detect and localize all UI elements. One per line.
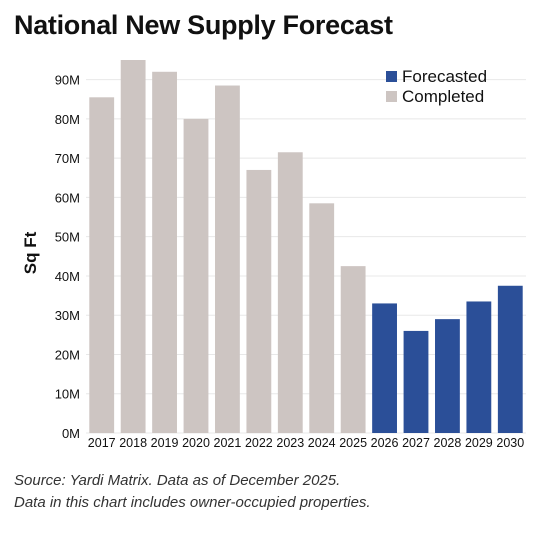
y-tick-label: 80M bbox=[55, 112, 80, 127]
x-tick-label: 2019 bbox=[151, 436, 179, 450]
x-tick-label: 2026 bbox=[371, 436, 399, 450]
legend-swatch-forecasted bbox=[386, 71, 397, 82]
x-tick-label: 2023 bbox=[276, 436, 304, 450]
x-tick-label: 2017 bbox=[88, 436, 116, 450]
bar-2023 bbox=[277, 152, 303, 433]
bar-2019 bbox=[152, 71, 177, 434]
bar-2017 bbox=[89, 97, 115, 434]
y-tick-label: 50M bbox=[55, 230, 80, 245]
bar-2022 bbox=[246, 169, 272, 434]
y-tick-label: 40M bbox=[55, 269, 80, 284]
x-tick-label: 2024 bbox=[308, 436, 336, 450]
y-tick-label: 60M bbox=[55, 190, 80, 205]
y-axis-ticks: 0M 10M 20M 30M 40M 50M 60M 70M 80M 90M bbox=[55, 73, 80, 441]
y-tick-label: 90M bbox=[55, 73, 80, 88]
bar-2018 bbox=[120, 60, 146, 433]
bar-2028 bbox=[435, 319, 460, 433]
x-axis-ticks: 2017 2018 2019 2020 2021 2022 2023 2024 2025 2026… bbox=[88, 436, 524, 450]
legend-label-completed: Completed bbox=[402, 87, 484, 106]
legend-label-forecasted: Forecasted bbox=[402, 67, 487, 86]
bar-2021 bbox=[215, 85, 240, 433]
x-tick-label: 2018 bbox=[119, 436, 147, 450]
x-tick-label: 2029 bbox=[465, 436, 493, 450]
x-tick-label: 2027 bbox=[402, 436, 430, 450]
bar-2029 bbox=[466, 301, 492, 433]
bar-2024 bbox=[309, 203, 335, 433]
bars bbox=[89, 60, 523, 434]
gridlines bbox=[86, 79, 526, 434]
x-tick-label: 2021 bbox=[214, 436, 242, 450]
y-tick-label: 30M bbox=[55, 308, 80, 323]
data-note: Data in this chart includes owner-occupi… bbox=[14, 494, 371, 511]
legend-swatch-completed bbox=[386, 91, 397, 102]
y-tick-label: 20M bbox=[55, 347, 80, 362]
y-tick-label: 70M bbox=[55, 151, 80, 166]
source-note: Source: Yardi Matrix. Data as of Decembe… bbox=[14, 472, 341, 489]
bar-2025 bbox=[340, 266, 366, 433]
x-tick-label: 2022 bbox=[245, 436, 273, 450]
y-axis-label: Sq Ft bbox=[21, 231, 40, 274]
bar-2027 bbox=[403, 330, 429, 433]
y-tick-label: 10M bbox=[55, 387, 80, 402]
bar-2026 bbox=[372, 303, 397, 433]
bar-2020 bbox=[183, 118, 209, 433]
x-tick-label: 2020 bbox=[182, 436, 210, 450]
x-tick-label: 2025 bbox=[339, 436, 367, 450]
x-tick-label: 2028 bbox=[434, 436, 462, 450]
x-tick-label: 2030 bbox=[496, 436, 524, 450]
chart-title: National New Supply Forecast bbox=[14, 10, 393, 40]
bar-2030 bbox=[497, 285, 523, 433]
chart-notes: Source: Yardi Matrix. Data as of Decembe… bbox=[14, 470, 371, 514]
y-tick-label: 0M bbox=[62, 426, 80, 441]
